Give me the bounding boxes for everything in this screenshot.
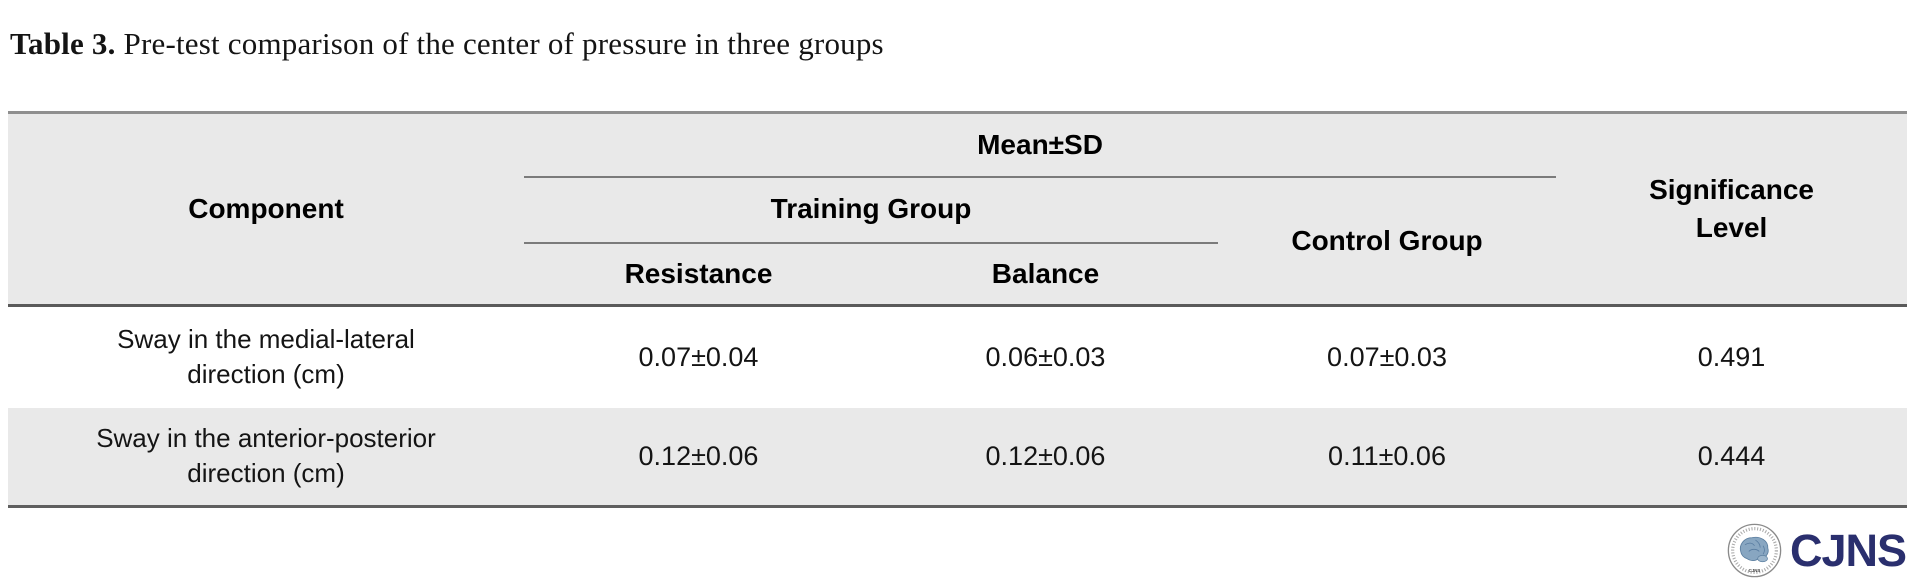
cell-control: 0.07±0.03 [1327, 342, 1447, 373]
cell-significance: 0.444 [1697, 441, 1766, 472]
header-component: Component [8, 112, 524, 307]
header-significance-level-text: Significance Level [1649, 174, 1814, 243]
journal-logo: CJNS CJNS [1726, 521, 1907, 579]
table-caption-label: Table 3. [10, 26, 116, 61]
table-row-anterior-posterior: Sway in the anterior-posterior direction… [8, 407, 1908, 507]
header-resistance: Resistance [524, 242, 873, 307]
svg-text:CJNS: CJNS [1749, 567, 1761, 572]
table-header: Component Mean±SD Significance Level Tra… [8, 112, 1908, 307]
header-training-group: Training Group [524, 176, 1218, 244]
table-caption: Table 3. Pre-test comparison of the cente… [10, 26, 884, 62]
table-caption-text: Pre-test comparison of the center of pre… [123, 26, 884, 61]
header-significance-level: Significance Level [1556, 112, 1908, 307]
table-body: Sway in the medial-lateral direction (cm… [8, 305, 1908, 507]
journal-logo-text: CJNS [1789, 524, 1907, 576]
cell-component: Sway in the medial-lateral direction (cm… [117, 324, 415, 390]
cell-control: 0.11±0.06 [1328, 441, 1446, 472]
cell-balance: 0.06±0.03 [985, 342, 1106, 373]
header-control-group: Control Group [1218, 176, 1557, 307]
cjns-seal-icon: CJNS [1727, 523, 1782, 577]
cell-resistance: 0.12±0.06 [638, 441, 759, 472]
cell-resistance: 0.07±0.04 [638, 342, 759, 373]
cell-significance: 0.491 [1697, 342, 1766, 373]
header-mean-sd: Mean±SD [524, 112, 1557, 178]
header-balance: Balance [873, 242, 1218, 307]
cell-component: Sway in the anterior-posterior direction… [96, 423, 436, 489]
pressure-comparison-table: Component Mean±SD Significance Level Tra… [8, 111, 1908, 508]
cell-balance: 0.12±0.06 [985, 441, 1106, 472]
table-row-medial-lateral: Sway in the medial-lateral direction (cm… [8, 305, 1908, 408]
